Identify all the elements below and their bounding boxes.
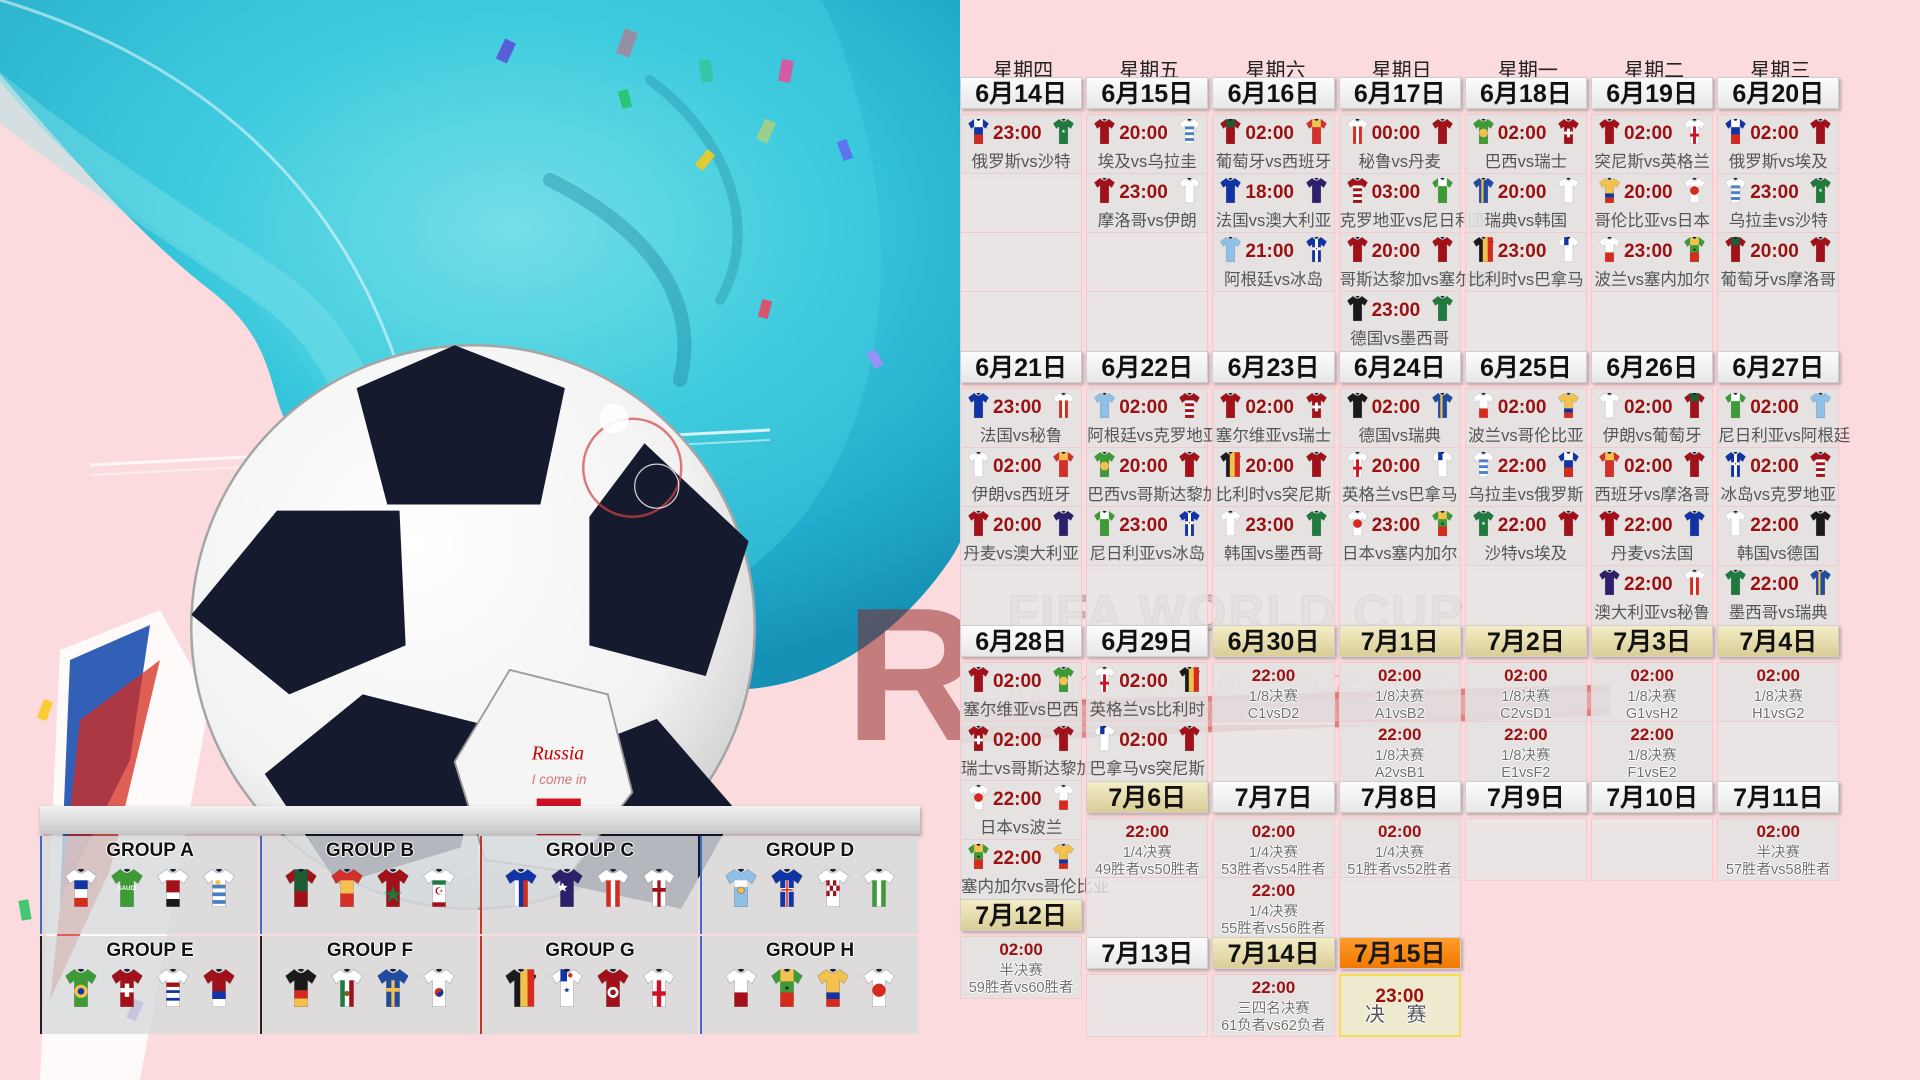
svg-text:SAUDI: SAUDI <box>118 886 137 892</box>
svg-text:★: ★ <box>1693 247 1697 252</box>
svg-text:★: ★ <box>1481 521 1486 527</box>
svg-text:★: ★ <box>977 854 981 859</box>
svg-text:R: R <box>845 569 960 781</box>
svg-text:★: ★ <box>1061 129 1066 135</box>
svg-text:★: ★ <box>1819 188 1824 194</box>
svg-text:Russia: Russia <box>531 743 584 764</box>
svg-text:★: ★ <box>784 984 790 992</box>
svg-text:I come in: I come in <box>532 772 587 787</box>
svg-text:★: ★ <box>1440 521 1444 526</box>
svg-text:★: ★ <box>564 985 571 994</box>
svg-text:☪: ☪ <box>435 887 444 898</box>
